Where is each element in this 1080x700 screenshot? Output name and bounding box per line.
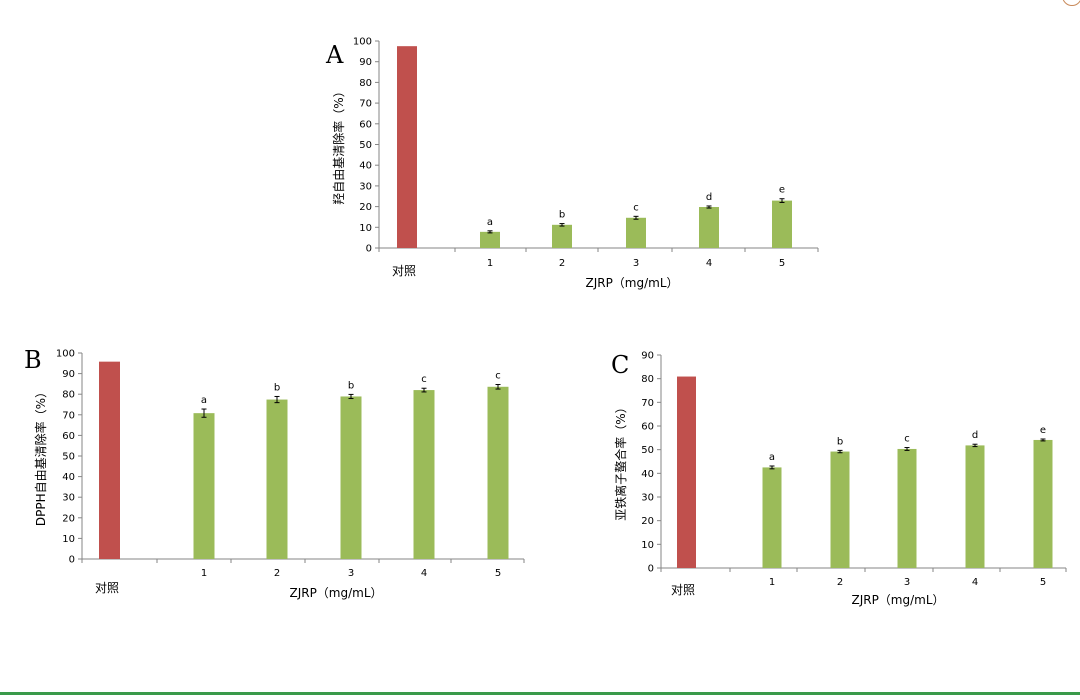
y-tick-label: 80 bbox=[641, 374, 654, 385]
bar-control bbox=[677, 376, 696, 568]
chart-panel-c: C 0 10 20 30 40 50 60 70 80 90 亚铁离子螯合率（%） ZJRP（mg/mL… bbox=[611, 351, 1067, 607]
significance-label: b bbox=[274, 382, 280, 393]
panel-letter: C bbox=[611, 351, 629, 379]
y-axis-title: 亚铁离子螯合率（%） bbox=[613, 401, 628, 520]
bar-3 bbox=[626, 217, 646, 248]
y-tick-label: 100 bbox=[353, 37, 372, 48]
bar-5 bbox=[1033, 439, 1053, 568]
bar-5 bbox=[487, 386, 509, 559]
significance-label: b bbox=[348, 380, 354, 391]
y-tick-label: 30 bbox=[62, 493, 75, 504]
x-tick-label: 4 bbox=[706, 258, 712, 269]
x-axis-title: ZJRP（mg/mL） bbox=[289, 586, 382, 600]
x-tick-label: 5 bbox=[1040, 577, 1046, 588]
bar-5 bbox=[772, 200, 792, 248]
y-tick-label: 90 bbox=[641, 351, 654, 362]
x-tick-label: 3 bbox=[348, 568, 354, 579]
significance-label: a bbox=[769, 452, 775, 463]
y-tick-label: 10 bbox=[62, 534, 75, 545]
bar-1 bbox=[762, 467, 782, 568]
y-tick-label: 30 bbox=[359, 181, 372, 192]
x-tick-label: 1 bbox=[769, 577, 775, 588]
significance-label: e bbox=[1040, 425, 1046, 436]
y-tick-label: 70 bbox=[641, 398, 654, 409]
y-tick-label: 0 bbox=[366, 244, 372, 255]
chart-panel-a: A 0 10 20 30 40 50 60 70 80 90 100 羟自由基清除率（%） ZJRP（mg… bbox=[325, 37, 819, 290]
y-tick-label: 20 bbox=[62, 513, 75, 524]
x-tick-label: 5 bbox=[779, 258, 785, 269]
x-tick-label: 2 bbox=[837, 577, 843, 588]
bar-2 bbox=[552, 224, 572, 248]
y-tick-label: 0 bbox=[648, 564, 654, 575]
x-tick-label: 5 bbox=[495, 568, 501, 579]
y-tick-label: 50 bbox=[641, 445, 654, 456]
y-tick-label: 80 bbox=[359, 78, 372, 89]
x-tick-label: 2 bbox=[274, 568, 280, 579]
bar-1 bbox=[193, 413, 215, 559]
y-tick-label: 60 bbox=[62, 431, 75, 442]
y-axis-title: DPPH自由基清除率（%） bbox=[33, 386, 48, 526]
y-tick-label: 40 bbox=[641, 469, 654, 480]
y-tick-label: 90 bbox=[62, 369, 75, 380]
y-tick-label: 10 bbox=[641, 540, 654, 551]
y-tick-label: 60 bbox=[641, 422, 654, 433]
panel-letter: A bbox=[325, 41, 344, 69]
y-tick-label: 70 bbox=[359, 99, 372, 110]
bar-control bbox=[397, 46, 417, 248]
bar-3 bbox=[340, 396, 362, 559]
y-tick-label: 90 bbox=[359, 57, 372, 68]
significance-label: c bbox=[904, 434, 910, 445]
bar-3 bbox=[897, 448, 917, 568]
y-tick-label: 50 bbox=[359, 140, 372, 151]
bar-4 bbox=[699, 207, 719, 248]
x-tick-label: 3 bbox=[633, 258, 639, 269]
y-tick-label: 20 bbox=[641, 516, 654, 527]
bar-4 bbox=[413, 390, 435, 559]
bar-4 bbox=[965, 445, 985, 568]
significance-label: c bbox=[495, 371, 501, 382]
y-tick-label: 70 bbox=[62, 410, 75, 421]
y-tick-label: 0 bbox=[69, 555, 75, 566]
significance-label: a bbox=[487, 217, 493, 228]
x-axis-title: ZJRP（mg/mL） bbox=[851, 593, 944, 607]
significance-label: e bbox=[779, 185, 785, 196]
y-tick-label: 40 bbox=[62, 472, 75, 483]
significance-label: b bbox=[837, 436, 843, 447]
y-tick-label: 50 bbox=[62, 452, 75, 463]
panel-letter: B bbox=[24, 346, 42, 374]
bar-2 bbox=[266, 399, 288, 559]
y-tick-label: 80 bbox=[62, 390, 75, 401]
y-tick-label: 100 bbox=[56, 349, 75, 360]
y-axis-title: 羟自由基清除率（%） bbox=[331, 85, 346, 204]
x-tick-label: 1 bbox=[487, 258, 493, 269]
x-tick-label: 2 bbox=[559, 258, 565, 269]
x-tick-label: 3 bbox=[904, 577, 910, 588]
y-tick-label: 10 bbox=[359, 223, 372, 234]
significance-label: b bbox=[559, 210, 565, 221]
x-tick-label-control: 对照 bbox=[392, 264, 416, 278]
significance-label: d bbox=[972, 430, 978, 441]
y-tick-label: 40 bbox=[359, 161, 372, 172]
significance-label: a bbox=[201, 395, 207, 406]
significance-label: c bbox=[633, 202, 639, 213]
y-tick-label: 30 bbox=[641, 493, 654, 504]
y-tick-label: 20 bbox=[359, 202, 372, 213]
bar-control bbox=[99, 361, 120, 559]
x-tick-label: 1 bbox=[201, 568, 207, 579]
x-axis-title: ZJRP（mg/mL） bbox=[585, 276, 678, 290]
bar-2 bbox=[830, 451, 850, 568]
bar-1 bbox=[480, 231, 500, 248]
x-tick-label: 4 bbox=[972, 577, 978, 588]
x-tick-label-control: 对照 bbox=[671, 583, 695, 597]
x-tick-label-control: 对照 bbox=[95, 581, 119, 595]
chart-panel-b: B 0 10 20 30 40 50 60 70 80 90 100 DPPH自由基清除率（%） ZJRP… bbox=[24, 346, 525, 600]
x-tick-label: 4 bbox=[421, 568, 427, 579]
significance-label: d bbox=[706, 192, 712, 203]
significance-label: c bbox=[421, 374, 427, 385]
y-tick-label: 60 bbox=[359, 119, 372, 130]
bottom-rule bbox=[0, 692, 1080, 695]
